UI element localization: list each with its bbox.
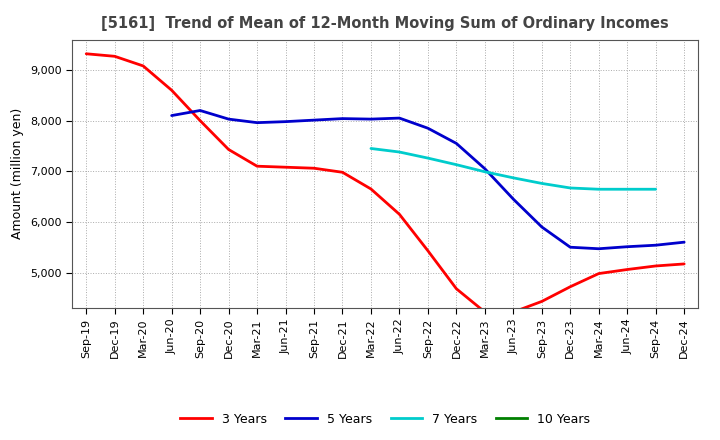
5 Years	[652, 242, 660, 248]
7 Years	[452, 162, 461, 167]
5 Years	[338, 116, 347, 121]
5 Years	[225, 117, 233, 122]
5 Years	[509, 197, 518, 202]
7 Years	[423, 155, 432, 161]
3 Years	[537, 299, 546, 304]
Line: 5 Years: 5 Years	[171, 110, 684, 249]
5 Years	[680, 239, 688, 245]
5 Years	[623, 244, 631, 249]
3 Years	[423, 248, 432, 253]
7 Years	[537, 181, 546, 186]
5 Years	[282, 119, 290, 124]
7 Years	[566, 185, 575, 191]
7 Years	[509, 175, 518, 180]
7 Years	[595, 187, 603, 192]
3 Years	[82, 51, 91, 56]
3 Years	[623, 267, 631, 272]
3 Years	[338, 170, 347, 175]
5 Years	[196, 108, 204, 113]
5 Years	[366, 117, 375, 122]
5 Years	[310, 117, 318, 123]
3 Years	[652, 263, 660, 268]
3 Years	[110, 54, 119, 59]
3 Years	[225, 147, 233, 152]
Legend: 3 Years, 5 Years, 7 Years, 10 Years: 3 Years, 5 Years, 7 Years, 10 Years	[176, 407, 595, 431]
3 Years	[167, 88, 176, 93]
3 Years	[253, 164, 261, 169]
3 Years	[366, 187, 375, 192]
3 Years	[395, 212, 404, 217]
5 Years	[537, 224, 546, 230]
3 Years	[595, 271, 603, 276]
3 Years	[196, 118, 204, 123]
5 Years	[595, 246, 603, 251]
3 Years	[480, 309, 489, 315]
Y-axis label: Amount (million yen): Amount (million yen)	[12, 108, 24, 239]
Line: 7 Years: 7 Years	[371, 148, 656, 189]
5 Years	[395, 115, 404, 121]
Line: 3 Years: 3 Years	[86, 54, 684, 312]
3 Years	[282, 165, 290, 170]
5 Years	[566, 245, 575, 250]
5 Years	[452, 141, 461, 146]
7 Years	[480, 169, 489, 174]
5 Years	[480, 166, 489, 171]
5 Years	[423, 125, 432, 131]
3 Years	[509, 309, 518, 315]
7 Years	[395, 150, 404, 155]
3 Years	[566, 284, 575, 290]
3 Years	[680, 261, 688, 267]
7 Years	[366, 146, 375, 151]
7 Years	[652, 187, 660, 192]
3 Years	[310, 165, 318, 171]
3 Years	[139, 63, 148, 69]
3 Years	[452, 286, 461, 291]
7 Years	[623, 187, 631, 192]
Title: [5161]  Trend of Mean of 12-Month Moving Sum of Ordinary Incomes: [5161] Trend of Mean of 12-Month Moving …	[102, 16, 669, 32]
5 Years	[253, 120, 261, 125]
5 Years	[167, 113, 176, 118]
